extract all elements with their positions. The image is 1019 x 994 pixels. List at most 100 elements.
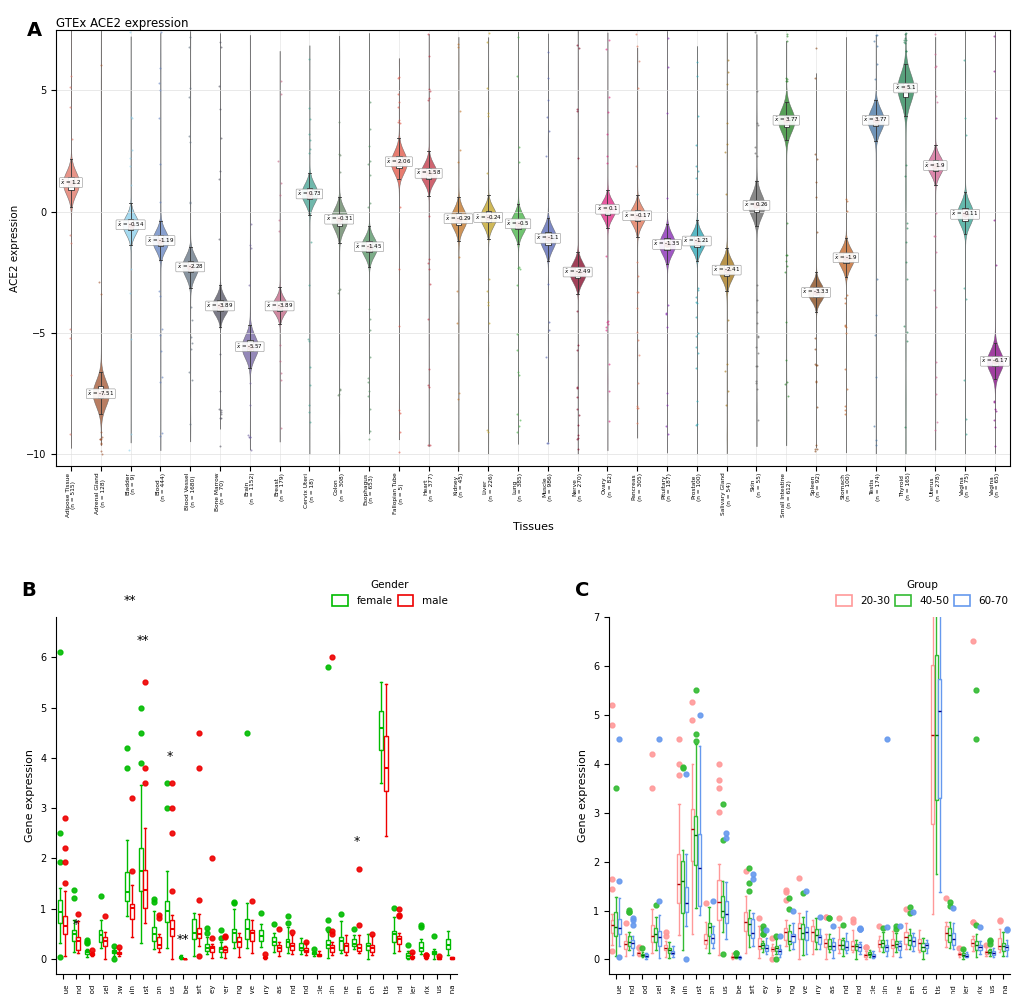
- PathPatch shape: [192, 919, 196, 938]
- Point: [895, 318, 911, 334]
- Point: [927, 386, 944, 402]
- Point: [718, 115, 735, 131]
- Point: [240, 429, 257, 445]
- PathPatch shape: [450, 957, 454, 958]
- PathPatch shape: [990, 951, 994, 955]
- Point: [779, 26, 795, 42]
- Point: [510, 365, 526, 381]
- Text: *: *: [166, 749, 172, 762]
- Point: [152, 288, 168, 304]
- Point: [687, 158, 703, 174]
- PathPatch shape: [90, 953, 94, 955]
- Point: [777, 314, 794, 330]
- Point: [956, 110, 972, 126]
- Point: [569, 38, 585, 54]
- Point: [539, 276, 555, 292]
- PathPatch shape: [170, 919, 174, 936]
- Point: [420, 436, 436, 452]
- PathPatch shape: [223, 947, 227, 951]
- Point: [272, 366, 288, 382]
- Point: [838, 381, 854, 397]
- PathPatch shape: [744, 911, 747, 931]
- Point: [212, 163, 228, 179]
- Point: [779, 28, 795, 44]
- Point: [302, 377, 318, 393]
- Point: [421, 275, 437, 291]
- PathPatch shape: [974, 940, 977, 950]
- PathPatch shape: [957, 953, 960, 955]
- Point: [897, 25, 913, 41]
- Point: [182, 329, 199, 345]
- Point: [272, 420, 288, 436]
- Point: [182, 299, 199, 315]
- Point: [181, 194, 198, 210]
- Point: [360, 156, 376, 172]
- Point: [688, 294, 704, 310]
- X-axis label: Tissues: Tissues: [513, 522, 552, 532]
- Point: [688, 170, 704, 186]
- Point: [63, 367, 79, 383]
- PathPatch shape: [613, 911, 616, 935]
- PathPatch shape: [983, 950, 986, 953]
- PathPatch shape: [760, 943, 763, 947]
- Point: [779, 216, 795, 232]
- Point: [927, 354, 944, 370]
- Point: [749, 117, 765, 133]
- Point: [94, 429, 110, 445]
- Point: [272, 337, 288, 353]
- Point: [957, 412, 973, 427]
- Point: [867, 270, 883, 286]
- Point: [897, 419, 913, 435]
- PathPatch shape: [657, 930, 660, 946]
- Point: [362, 311, 378, 327]
- Point: [628, 158, 644, 174]
- Text: $\bar{x}$ = -2.28: $\bar{x}$ = -2.28: [176, 262, 204, 271]
- Text: $\bar{x}$ = 3.77: $\bar{x}$ = 3.77: [862, 116, 888, 124]
- Point: [154, 321, 170, 337]
- Point: [390, 85, 407, 101]
- Point: [629, 284, 645, 300]
- Point: [361, 423, 377, 439]
- Point: [748, 358, 764, 374]
- Point: [865, 417, 881, 433]
- Point: [449, 154, 466, 170]
- Point: [151, 76, 167, 91]
- Point: [896, 27, 912, 43]
- PathPatch shape: [823, 938, 826, 947]
- Point: [420, 377, 436, 393]
- Point: [658, 190, 675, 206]
- PathPatch shape: [898, 943, 901, 950]
- Point: [898, 324, 914, 340]
- PathPatch shape: [423, 957, 427, 958]
- Point: [837, 295, 853, 311]
- Point: [957, 290, 973, 306]
- Point: [390, 402, 407, 417]
- Point: [153, 24, 169, 40]
- Text: $\bar{x}$ = -1.45: $\bar{x}$ = -1.45: [355, 243, 382, 250]
- Point: [987, 404, 1004, 419]
- Point: [629, 283, 645, 299]
- Point: [510, 260, 526, 276]
- PathPatch shape: [259, 929, 263, 941]
- PathPatch shape: [644, 954, 647, 957]
- Point: [122, 158, 139, 174]
- PathPatch shape: [650, 925, 653, 941]
- Point: [538, 349, 554, 365]
- PathPatch shape: [246, 918, 250, 939]
- Point: [301, 397, 317, 413]
- Point: [421, 361, 437, 377]
- Point: [271, 188, 287, 204]
- Point: [895, 34, 911, 50]
- Point: [629, 81, 645, 96]
- PathPatch shape: [139, 848, 143, 891]
- PathPatch shape: [801, 923, 804, 939]
- Point: [240, 277, 257, 293]
- Point: [181, 30, 198, 46]
- Text: $\bar{x}$ = 1.2: $\bar{x}$ = 1.2: [60, 179, 82, 187]
- Text: C: C: [574, 581, 589, 600]
- Point: [688, 309, 704, 325]
- Point: [180, 364, 197, 380]
- Point: [360, 430, 376, 446]
- PathPatch shape: [426, 168, 431, 179]
- Point: [362, 93, 378, 109]
